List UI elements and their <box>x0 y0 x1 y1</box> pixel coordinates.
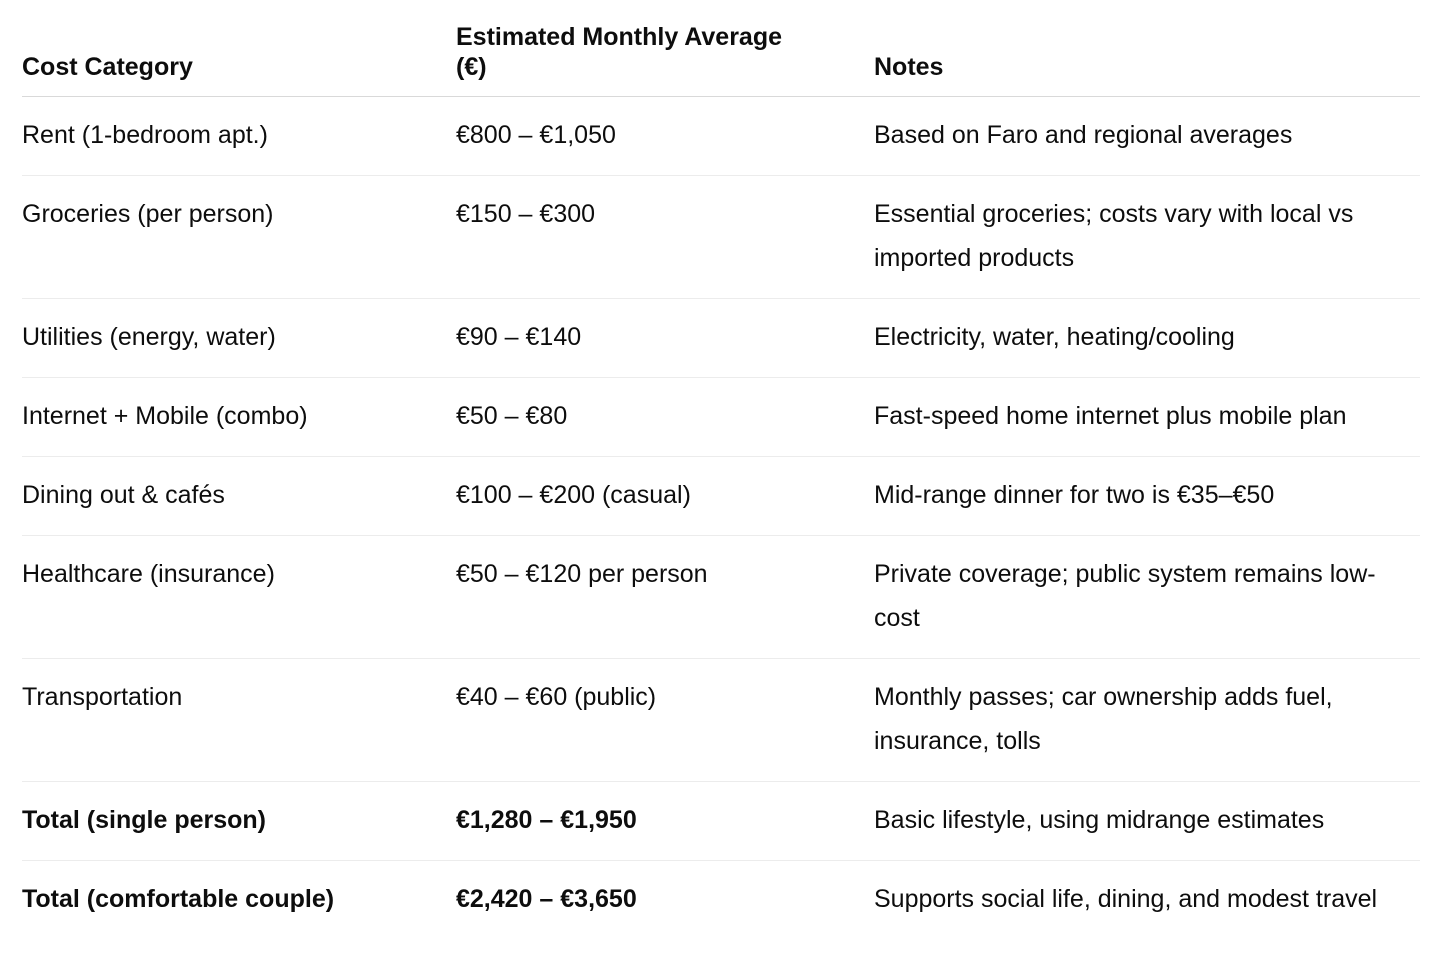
cell-average: €90 – €140 <box>456 298 874 378</box>
cell-average: €800 – €1,050 <box>456 96 874 176</box>
table-row-total-couple: Total (comfortable couple) €2,420 – €3,6… <box>22 861 1420 940</box>
cell-category: Healthcare (insurance) <box>22 535 456 659</box>
cell-average: €50 – €120 per person <box>456 535 874 659</box>
cell-average: €100 – €200 (casual) <box>456 456 874 536</box>
cell-average: €150 – €300 <box>456 175 874 299</box>
cost-of-living-table: Cost Category Estimated Monthly Average … <box>22 0 1420 939</box>
table-body: Rent (1-bedroom apt.) €800 – €1,050 Base… <box>22 96 1420 940</box>
cell-average: €40 – €60 (public) <box>456 658 874 782</box>
table-row: Dining out & cafés €100 – €200 (casual) … <box>22 456 1420 536</box>
cell-notes: Fast-speed home internet plus mobile pla… <box>874 377 1420 457</box>
header-cost-category: Cost Category <box>22 0 456 97</box>
cell-category: Total (single person) <box>22 781 456 861</box>
table-row: Groceries (per person) €150 – €300 Essen… <box>22 175 1420 299</box>
cell-average: €2,420 – €3,650 <box>456 885 637 913</box>
cost-table-container: Cost Category Estimated Monthly Average … <box>22 0 1420 939</box>
cell-notes: Mid-range dinner for two is €35–€50 <box>874 456 1420 536</box>
table-row: Rent (1-bedroom apt.) €800 – €1,050 Base… <box>22 96 1420 176</box>
table-row-total-single: Total (single person) €1,280 – €1,950 Ba… <box>22 781 1420 861</box>
cell-notes: Electricity, water, heating/cooling <box>874 298 1420 378</box>
cell-notes: Private coverage; public system remains … <box>874 535 1420 659</box>
cell-category: Utilities (energy, water) <box>22 298 456 378</box>
cell-average: €50 – €80 <box>456 377 874 457</box>
cell-average: €1,280 – €1,950 <box>456 781 874 861</box>
cell-notes: Supports social life, dining, and modest… <box>874 885 1378 913</box>
table-row: Transportation €40 – €60 (public) Monthl… <box>22 658 1420 782</box>
cell-category: Groceries (per person) <box>22 175 456 299</box>
header-notes: Notes <box>874 0 1420 97</box>
cell-category: Transportation <box>22 658 456 782</box>
cell-category: Total (comfortable couple) <box>22 885 335 913</box>
cell-notes: Based on Faro and regional averages <box>874 96 1420 176</box>
table-row: Internet + Mobile (combo) €50 – €80 Fast… <box>22 377 1420 457</box>
header-estimated-average: Estimated Monthly Average (€) <box>456 0 874 97</box>
cell-notes: Basic lifestyle, using midrange estimate… <box>874 781 1420 861</box>
header-row: Cost Category Estimated Monthly Average … <box>22 0 1420 97</box>
cell-notes: Essential groceries; costs vary with loc… <box>874 175 1420 299</box>
table-row: Healthcare (insurance) €50 – €120 per pe… <box>22 535 1420 659</box>
table-row: Utilities (energy, water) €90 – €140 Ele… <box>22 298 1420 378</box>
table-header: Cost Category Estimated Monthly Average … <box>22 0 1420 97</box>
cell-category: Dining out & cafés <box>22 456 456 536</box>
cell-category: Internet + Mobile (combo) <box>22 377 456 457</box>
cell-notes: Monthly passes; car ownership adds fuel,… <box>874 658 1420 782</box>
cell-category: Rent (1-bedroom apt.) <box>22 96 456 176</box>
